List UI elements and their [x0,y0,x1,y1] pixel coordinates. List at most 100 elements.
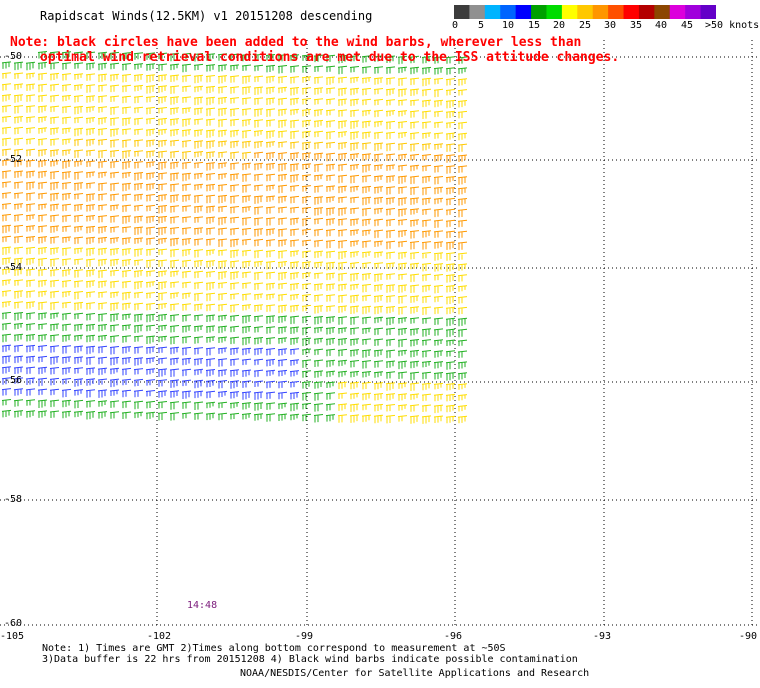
wind-barb [325,305,336,312]
wind-barb [277,228,288,237]
wind-barb [217,96,228,105]
wind-barb [193,205,204,213]
wind-barb [205,347,216,356]
wind-barb [253,108,264,117]
wind-barb [97,84,108,92]
wind-barb [409,66,420,75]
wind-barb [409,284,420,293]
wind-barb [373,382,384,390]
wind-barb [73,389,84,396]
wind-barb [1,192,12,199]
wind-barb [61,84,72,92]
wind-barb [385,77,396,85]
colorbar-swatch [638,5,655,19]
wind-barb [313,403,324,412]
wind-barb [193,118,204,125]
wind-barb [301,370,312,378]
wind-barb [49,269,60,277]
wind-barb [61,127,72,134]
wind-barb [361,196,372,206]
wind-barb [37,116,48,123]
wind-barb [145,226,156,236]
wind-barb [109,269,120,277]
wind-barb [457,230,468,239]
wind-barb [157,368,168,377]
wind-barb [85,95,96,103]
wind-barb [433,143,444,150]
wind-barb [85,106,96,113]
wind-barb [169,335,180,345]
wind-barb [157,248,168,256]
wind-barb [133,128,144,135]
wind-barb [253,64,264,72]
wind-barb [181,336,192,344]
wind-barb [1,181,12,188]
wind-barb [13,246,24,255]
wind-barb [181,303,192,311]
wind-barb [97,106,108,113]
wind-barb [277,152,288,160]
wind-barb [457,361,468,369]
wind-barb [361,392,372,401]
wind-barb [85,204,96,212]
wind-barb [457,67,468,74]
wind-barb [301,185,312,192]
wind-barb [457,274,468,282]
wind-barb [385,240,396,250]
wind-barb [205,412,216,421]
wind-barb [241,271,252,278]
wind-barb [1,257,12,265]
wind-barb [409,295,420,303]
wind-barb [49,116,60,124]
wind-barb [253,228,264,237]
wind-barb [277,369,288,377]
wind-barb [445,263,456,272]
wind-barb [325,392,336,400]
wind-barb [1,61,12,69]
wind-barb [253,140,264,149]
wind-barb [61,94,72,102]
wind-barb [169,357,180,366]
wind-barb [49,377,60,386]
wind-barb [265,75,276,84]
wind-barb [409,349,420,358]
wind-barb [361,98,372,106]
wind-barb [193,194,204,204]
wind-barb [169,259,180,269]
wind-barb [157,346,168,354]
wind-barb [325,141,336,149]
wind-barb [301,304,312,312]
wind-barb [313,141,324,150]
wind-barb [253,119,264,128]
wind-barb [109,324,120,332]
wind-barb [301,359,312,368]
wind-barb [265,130,276,139]
wind-barb [421,121,432,129]
wind-barb [361,403,372,411]
wind-barb [313,381,324,389]
colorbar-swatch [592,5,609,19]
wind-barb [13,105,24,114]
wind-barb [157,172,168,180]
wind-barb [445,241,456,250]
wind-barb [61,269,72,277]
wind-barb [97,367,108,376]
wind-barb [97,345,108,354]
wind-barb [241,129,252,139]
wind-barb [13,388,24,396]
wind-barb [121,150,132,159]
wind-barb [229,206,240,214]
wind-barb [121,193,132,202]
wind-barb [457,121,468,130]
wind-barb [25,203,36,212]
wind-barb [385,306,396,314]
wind-barb [25,127,36,134]
wind-barb [277,97,288,106]
wind-barb [277,54,288,62]
colorbar-label: 10 [502,20,515,31]
wind-barb [229,216,240,224]
wind-barb [349,185,360,193]
wind-barb [409,208,420,215]
wind-barb [37,257,48,267]
wind-barb [277,130,288,138]
